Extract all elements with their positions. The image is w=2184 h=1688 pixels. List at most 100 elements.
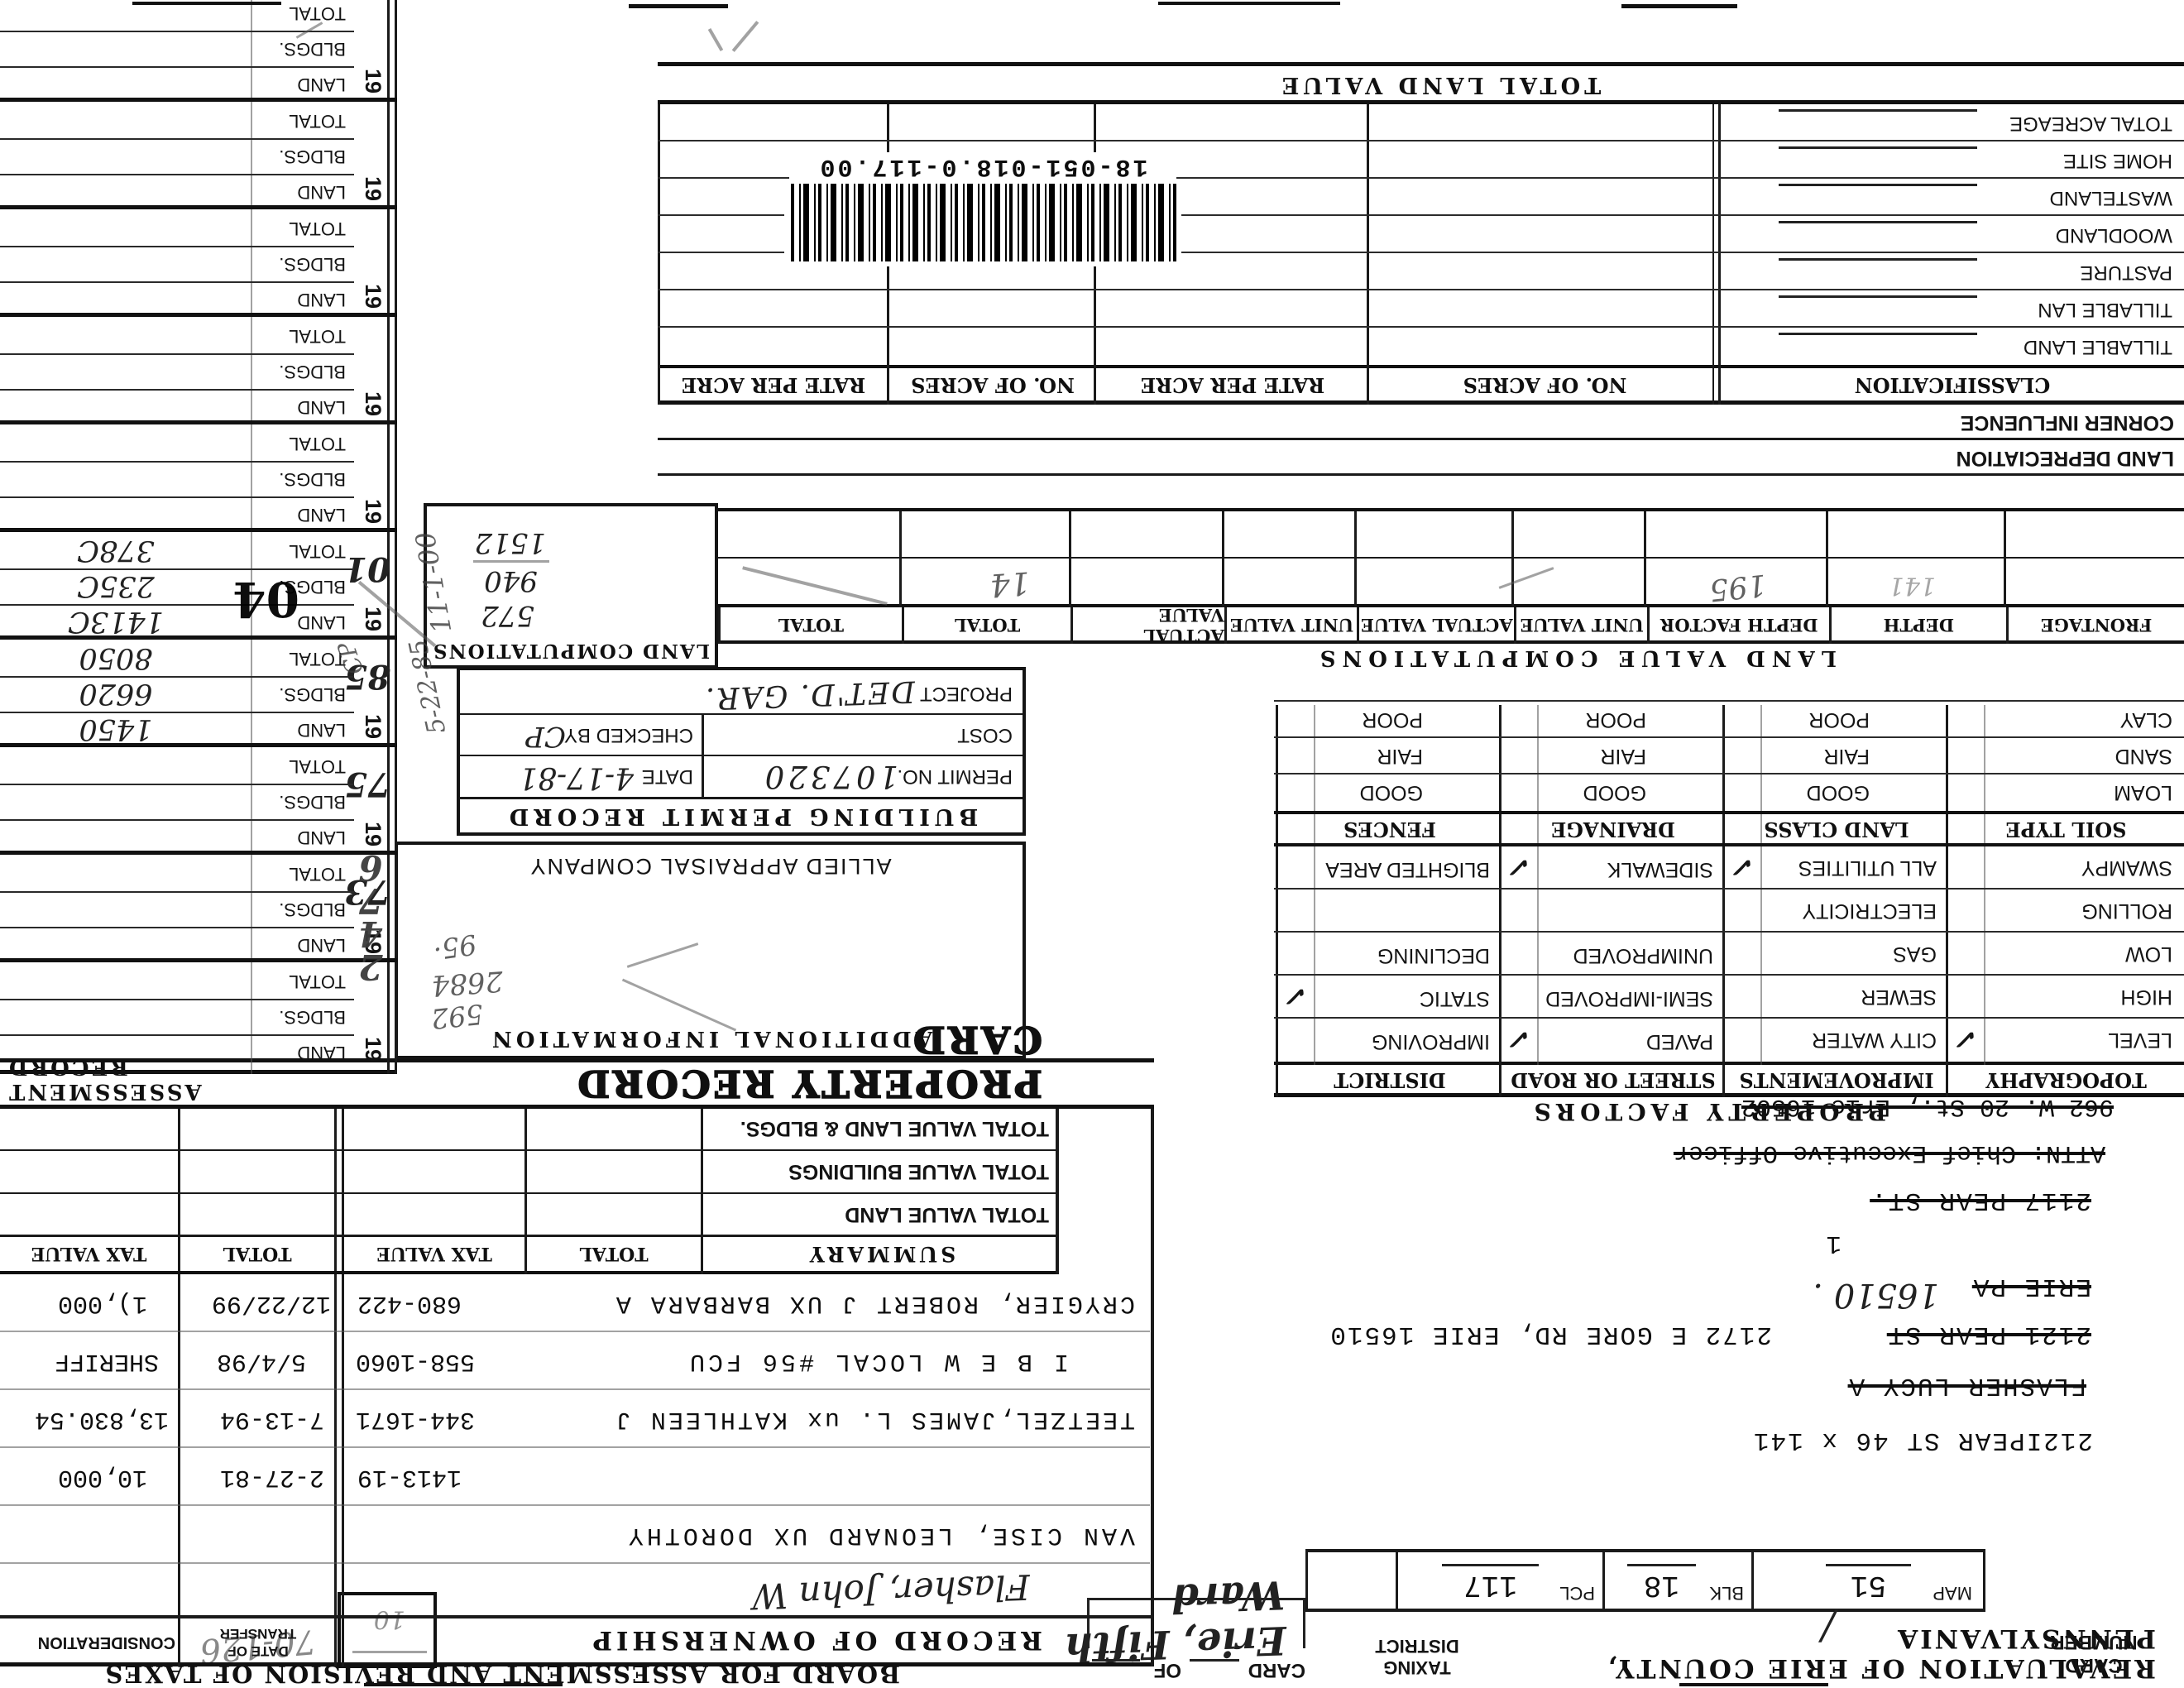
factors-row: LEVEL ✓ CITY WATER PAVED ✓ IMPROVING bbox=[1274, 1017, 2184, 1062]
map-value: 51 bbox=[1825, 1564, 1911, 1602]
summary-top-rule bbox=[0, 1271, 1059, 1274]
assessment-label-land: LAND bbox=[297, 74, 346, 95]
deed-date-divider-a bbox=[342, 1107, 344, 1666]
classification-row-label: WOODLAND bbox=[2055, 224, 2172, 247]
assessment-row-line-1 bbox=[0, 927, 354, 928]
factor-topography-option: LEVEL bbox=[2108, 1029, 2172, 1052]
classification-row-underline bbox=[1779, 146, 1977, 149]
lvc-caption: LAND VALUE COMPUTATIONS bbox=[1313, 645, 1837, 670]
assessment-label-bldgs: BLDGS. bbox=[279, 469, 346, 490]
classification-row: TILLABLE LAN bbox=[658, 289, 2184, 328]
ownership-row-line-1 bbox=[0, 1562, 1150, 1564]
factor-topography-option: ROLLING bbox=[2081, 899, 2172, 923]
lvc-column-header: DEPTH FACTOR bbox=[1646, 607, 1829, 644]
soil-fences-rating: GOOD bbox=[1359, 781, 1423, 804]
factors-row: LOW GAS UNIMPROVED DECLINING bbox=[1274, 931, 2184, 976]
assessment-label-land: LAND bbox=[297, 720, 346, 741]
factor-street-check: ✓ bbox=[1510, 851, 1532, 883]
owner-row-4-name: I B E W LOCAL #56 FCU bbox=[686, 1347, 1069, 1375]
map-band-v2 bbox=[1751, 1551, 1754, 1612]
card-of-line1 bbox=[1190, 1659, 1239, 1663]
assessment-value-total: 8050 bbox=[79, 641, 153, 674]
summary-caption: SUMMARY bbox=[806, 1242, 956, 1266]
assessment-year-block: 19 LAND BLDGS. TOTAL bbox=[0, 313, 397, 424]
assessment-value-bldgs: 235C bbox=[77, 569, 155, 602]
assessment-row-line-2 bbox=[0, 138, 354, 140]
lvc-v4 bbox=[1511, 511, 1514, 607]
assessment-label-bldgs: BLDGS. bbox=[279, 792, 346, 813]
land-depreciation-label: LAND DEPRECIATION bbox=[1956, 447, 2174, 470]
taxing-district-label: TAXING DISTRICT bbox=[1355, 1635, 1479, 1678]
permit-project-label: PROJECT bbox=[919, 683, 1013, 705]
factor-topography-check: ✓ bbox=[1956, 1024, 1979, 1055]
date-of-transfer-header: DATE OF TRANSFER bbox=[192, 1625, 324, 1660]
address-line-4a: ERIE PA bbox=[1971, 1272, 2091, 1301]
lvc-column-header: TOTAL bbox=[901, 607, 1071, 644]
corner-influence-label: CORNER INFLUENCE bbox=[1960, 411, 2174, 434]
permit-no-value: 107320 bbox=[761, 759, 898, 794]
assessment-row-line-2 bbox=[0, 891, 354, 893]
lvc-v1 bbox=[2004, 511, 2006, 607]
assessment-year-block: 19 75 LAND BLDGS. TOTAL bbox=[0, 743, 397, 855]
banner-bottom-rule bbox=[658, 62, 2184, 66]
owner-row-4-amount: SHERIFF bbox=[54, 1347, 159, 1375]
land-comp-fig1: 572 bbox=[481, 599, 534, 632]
banner-top-rule bbox=[658, 100, 2184, 104]
assessment-label-land: LAND bbox=[297, 290, 346, 310]
assessment-label-bldgs: BLDGS. bbox=[279, 254, 346, 275]
scan-artifact-edge-1 bbox=[1621, 4, 1737, 8]
classification-row-label: PASTURE bbox=[2080, 261, 2172, 284]
pencil-note-592: 592 bbox=[429, 997, 485, 1036]
scan-artifact-edge-4 bbox=[132, 2, 281, 5]
assessment-year-prefix: 19 bbox=[361, 68, 386, 94]
assessment-row-line-2 bbox=[0, 353, 354, 355]
owner-row-4-deed: 558-1060 bbox=[355, 1347, 475, 1375]
classification-header-acres-2: NO. OF ACRES bbox=[911, 373, 1075, 397]
lvc-header-row: FRONTAGE DEPTH DEPTH FACTOR UNIT VALUE A… bbox=[718, 605, 2184, 646]
owner-row-5-deed: 680-422 bbox=[357, 1289, 462, 1317]
factor-district-option: DECLINING bbox=[1377, 944, 1490, 967]
additional-info-caption: ADDITIONAL INFORMATION bbox=[488, 1026, 932, 1051]
classification-row-label: TOTAL ACREAGE bbox=[2009, 113, 2172, 135]
lvc-hand-depth-factor: 195 bbox=[1707, 567, 1768, 607]
soil-landclass-rating: GOOD bbox=[1806, 781, 1870, 804]
summary-col-total-1: TOTAL bbox=[579, 1243, 649, 1264]
assessment-label-total: TOTAL bbox=[289, 111, 346, 132]
classification-row-label: TILLABLE LAN bbox=[2038, 299, 2172, 321]
assessment-label-bldgs: BLDGS. bbox=[279, 684, 346, 705]
lvc-pencil-stroke-2 bbox=[1498, 567, 1554, 589]
land-comp-fig2: 940 bbox=[484, 564, 538, 597]
assessment-top-rule bbox=[0, 1070, 397, 1074]
owner-row-3-name: TEETZEL,JAMES L. ux KATHLEEN J bbox=[613, 1405, 1135, 1433]
soil-drainage-rating: FAIR bbox=[1600, 745, 1646, 768]
factor-district-option: STATIC bbox=[1419, 987, 1490, 1010]
factors-row: HIGH SEWER SEMI-IMPROVED STATIC ✓ bbox=[1274, 974, 2184, 1019]
owner-row-3-date: 7-13-94 bbox=[219, 1405, 324, 1433]
summary-header-rule bbox=[0, 1235, 1059, 1237]
factors-header-improvements: IMPROVEMENTS bbox=[1739, 1068, 1934, 1092]
assessment-year-prefix: 19 bbox=[361, 606, 386, 631]
soil-header-soiltype: SOIL TYPE bbox=[2005, 818, 2127, 842]
assessment-label-land: LAND bbox=[297, 397, 346, 418]
assessment-row-line-2 bbox=[0, 246, 354, 247]
address-line-6: 2117 PEAR ST. bbox=[1870, 1186, 2091, 1215]
factor-street-option: PAVED bbox=[1645, 1030, 1713, 1053]
barcode-number: 18-051-018.0-117.00 bbox=[789, 152, 1176, 180]
lvc-column-header: DEPTH bbox=[1828, 607, 2007, 644]
barcode bbox=[784, 179, 1181, 266]
summary-row-buildings: TOTAL VALUE BUILDINGS bbox=[788, 1160, 1049, 1183]
lvc-v7 bbox=[1069, 511, 1071, 607]
lvc-column-header: FRONTAGE bbox=[2006, 607, 2184, 644]
factors-caption: PROPERTY FACTORS bbox=[1529, 1098, 1886, 1125]
factor-improvements-option: ELECTRICITY bbox=[1802, 899, 1937, 923]
stamp-box: 10 bbox=[338, 1592, 437, 1668]
assessment-label-total: TOTAL bbox=[289, 541, 346, 562]
assessment-year-prefix: 19 bbox=[361, 175, 386, 201]
assessment-year-block: 19 LAND BLDGS. TOTAL bbox=[0, 0, 397, 102]
address-line-1: 212IPEAR ST 46 x 141 bbox=[1751, 1426, 2093, 1455]
card-of-bracket-box bbox=[1087, 1598, 1305, 1648]
assessment-year-block: 19 LAND BLDGS. TOTAL bbox=[0, 958, 397, 1070]
assessment-value-bldgs: 6620 bbox=[79, 677, 153, 710]
scan-artifact-edge-3 bbox=[629, 4, 728, 8]
